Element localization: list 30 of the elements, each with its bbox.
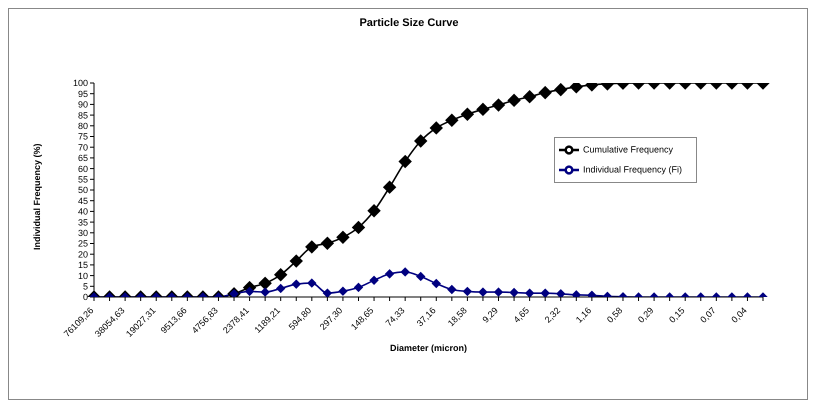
y-tick-label: 0 (82, 292, 88, 302)
y-tick-label: 20 (78, 249, 88, 260)
legend-label: Individual Frequency (Fi) (582, 164, 682, 174)
legend-label: Cumulative Frequency (582, 144, 673, 154)
y-tick-label: 85 (78, 110, 88, 120)
y-tick-label: 70 (78, 142, 88, 152)
y-tick-label: 10 (78, 270, 88, 281)
x-tick-label: 0,04 (729, 305, 749, 325)
y-tick-label: 15 (78, 260, 88, 270)
y-tick-label: 95 (78, 88, 88, 99)
x-tick-label: 0,58 (604, 305, 624, 325)
chart-title: Particle Size Curve (358, 17, 460, 29)
y-tick-label: 30 (78, 228, 88, 238)
y-tick-label: 35 (78, 217, 88, 228)
y-tick-label: 65 (78, 153, 88, 164)
y-tick-label: 50 (78, 185, 88, 196)
x-tick-label: 0,29 (636, 305, 656, 325)
y-tick-label: 5 (82, 281, 88, 292)
x-axis-title: Diameter (micron) (390, 343, 468, 353)
y-tick-label: 100 (72, 78, 88, 88)
y-tick-label: 45 (78, 196, 88, 206)
y-tick-label: 90 (78, 100, 88, 110)
y-tick-label: 55 (78, 174, 88, 184)
y-tick-label: 25 (78, 238, 88, 249)
x-tick-label: 9,29 (480, 305, 500, 325)
y-tick-label: 75 (78, 132, 88, 142)
y-tick-label: 60 (78, 164, 88, 174)
y-tick-label: 40 (78, 206, 88, 217)
y-axis-title: Individual Frequency (%) (32, 143, 42, 250)
y-tick-label: 80 (78, 120, 88, 131)
